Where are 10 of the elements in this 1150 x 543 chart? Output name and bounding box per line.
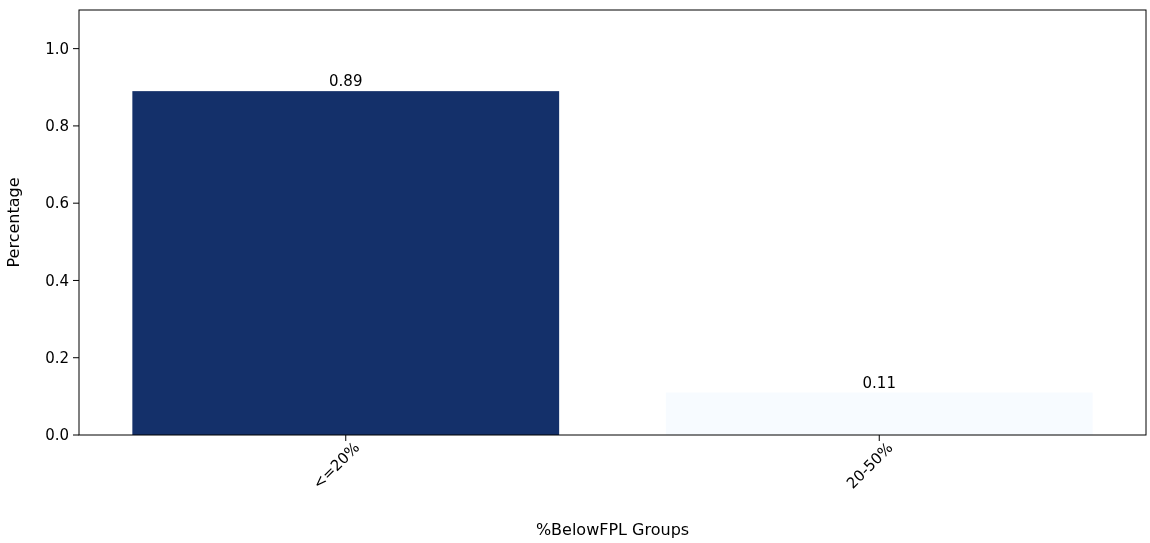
y-tick-label: 0.0 (45, 426, 69, 445)
x-axis-title: %BelowFPL Groups (535, 520, 690, 539)
y-tick-label: 0.6 (45, 194, 69, 213)
y-tick-label: 1.0 (45, 39, 69, 58)
y-axis-title: Percentage (4, 177, 23, 268)
y-tick-label: 0.8 (45, 117, 69, 136)
data-label: 0.89 (329, 72, 363, 91)
y-tick-label: 0.2 (45, 348, 69, 367)
y-tick-label: 0.4 (45, 271, 69, 290)
data-label: 0.11 (862, 373, 896, 392)
